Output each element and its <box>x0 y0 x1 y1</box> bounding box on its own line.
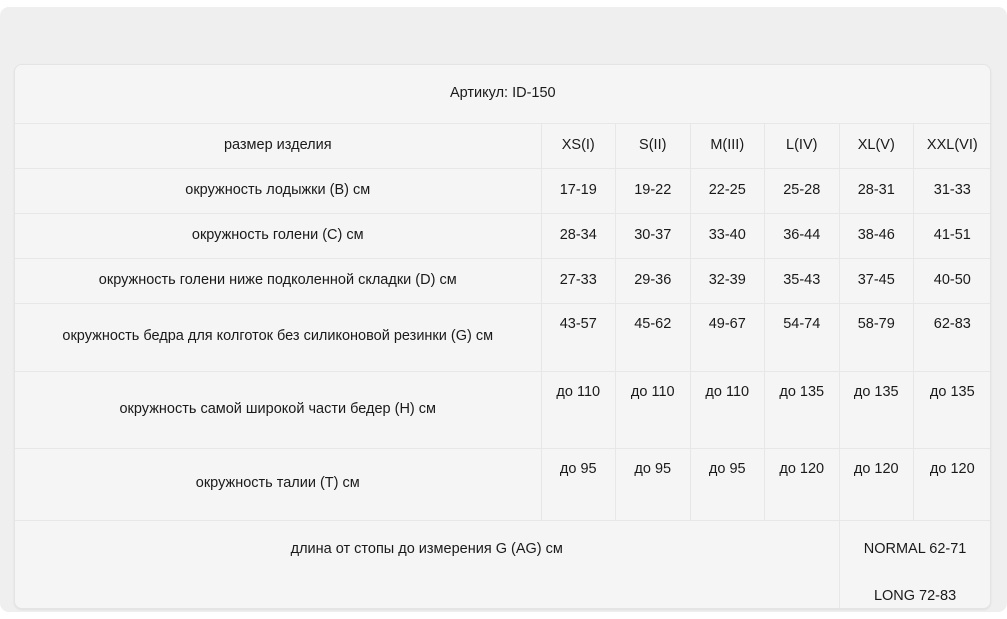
table-row-ankle: окружность лодыжки (B) см 17-19 19-22 22… <box>15 167 990 213</box>
table-row-article: Артикул: ID-150 <box>15 65 990 123</box>
table-row-hips: окружность самой широкой части бедер (H)… <box>15 370 990 448</box>
row-label-thigh: окружность бедра для колготок без силико… <box>15 302 541 371</box>
cell-thigh-m: 49-67 <box>689 302 765 371</box>
cell-calf-xxl: 41-51 <box>912 212 990 258</box>
cell-calf-m: 33-40 <box>689 212 765 258</box>
table-row-waist: окружность талии (T) см до 95 до 95 до 9… <box>15 447 990 520</box>
header-size-s: S(II) <box>615 122 690 168</box>
cell-ankle-xxl: 31-33 <box>912 167 990 213</box>
cell-hips-s: до 110 <box>615 370 690 448</box>
row-label-below-knee: окружность голени ниже подколенной склад… <box>15 257 541 303</box>
cell-thigh-xl: 58-79 <box>838 302 914 371</box>
cell-waist-m: до 95 <box>689 447 765 520</box>
cell-ankle-xs: 17-19 <box>540 167 616 213</box>
cell-thigh-xxl: 62-83 <box>912 302 990 371</box>
article-number: Артикул: ID-150 <box>449 85 556 102</box>
cell-waist-xs: до 95 <box>540 447 616 520</box>
table-row-calf: окружность голени (C) см 28-34 30-37 33-… <box>15 212 990 258</box>
cell-calf-xs: 28-34 <box>540 212 616 258</box>
header-label-size: размер изделия <box>15 122 541 168</box>
cell-thigh-xs: 43-57 <box>540 302 616 371</box>
size-chart-card: Артикул: ID-150 размер изделия XS(I) S(I… <box>14 64 991 609</box>
row-label-length: длина от стопы до измерения G (AG) см <box>15 519 839 608</box>
header-size-xs: XS(I) <box>540 122 616 168</box>
row-label-calf: окружность голени (C) см <box>15 212 541 258</box>
outer-panel: Артикул: ID-150 размер изделия XS(I) S(I… <box>0 7 1007 612</box>
cell-below-knee-s: 29-36 <box>615 257 690 303</box>
cell-below-knee-m: 32-39 <box>689 257 765 303</box>
cell-hips-xxl: до 135 <box>912 370 990 448</box>
row-label-ankle: окружность лодыжки (B) см <box>15 167 541 213</box>
cell-waist-xl: до 120 <box>838 447 914 520</box>
row-label-waist: окружность талии (T) см <box>15 447 541 520</box>
cell-waist-l: до 120 <box>764 447 839 520</box>
table-row-header: размер изделия XS(I) S(II) M(III) L(IV) … <box>15 122 990 168</box>
cell-calf-l: 36-44 <box>764 212 839 258</box>
cell-hips-m: до 110 <box>689 370 765 448</box>
header-size-xl: XL(V) <box>838 122 914 168</box>
cell-thigh-l: 54-74 <box>764 302 839 371</box>
cell-ankle-s: 19-22 <box>615 167 690 213</box>
table-row-thigh: окружность бедра для колготок без силико… <box>15 302 990 371</box>
table-row-length: длина от стопы до измерения G (AG) см NO… <box>15 519 990 608</box>
cell-waist-s: до 95 <box>615 447 690 520</box>
row-label-hips: окружность самой широкой части бедер (H)… <box>15 370 541 448</box>
cell-calf-xl: 38-46 <box>838 212 914 258</box>
header-size-xxl: XXL(VI) <box>912 122 990 168</box>
length-normal: NORMAL 62-71 <box>863 540 967 557</box>
cell-calf-s: 30-37 <box>615 212 690 258</box>
cell-ankle-l: 25-28 <box>764 167 839 213</box>
cell-below-knee-l: 35-43 <box>764 257 839 303</box>
size-chart-table: Артикул: ID-150 размер изделия XS(I) S(I… <box>15 65 990 608</box>
cell-below-knee-xs: 27-33 <box>540 257 616 303</box>
cell-ankle-xl: 28-31 <box>838 167 914 213</box>
cell-hips-xl: до 135 <box>838 370 914 448</box>
cell-hips-xs: до 110 <box>540 370 616 448</box>
header-size-m: M(III) <box>689 122 765 168</box>
cell-waist-xxl: до 120 <box>912 447 990 520</box>
length-long: LONG 72-83 <box>873 587 957 604</box>
cell-thigh-s: 45-62 <box>615 302 690 371</box>
cell-below-knee-xxl: 40-50 <box>912 257 990 303</box>
cell-ankle-m: 22-25 <box>689 167 765 213</box>
cell-below-knee-xl: 37-45 <box>838 257 914 303</box>
table-row-below-knee: окружность голени ниже подколенной склад… <box>15 257 990 303</box>
cell-hips-l: до 135 <box>764 370 839 448</box>
cell-length-values: NORMAL 62-71 LONG 72-83 <box>838 519 990 608</box>
header-size-l: L(IV) <box>764 122 839 168</box>
